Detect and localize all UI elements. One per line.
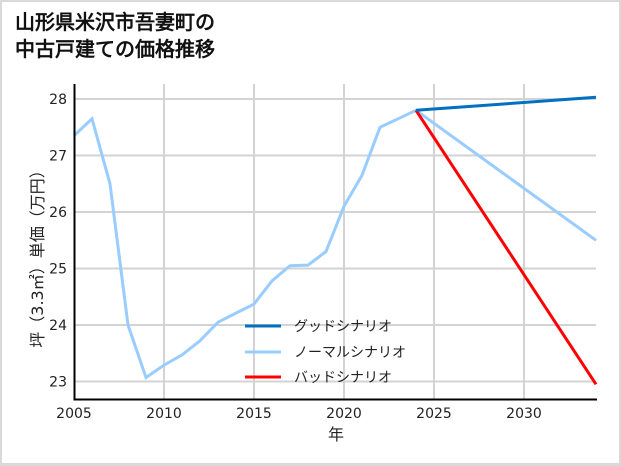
legend-label: グッドシナリオ bbox=[294, 319, 392, 335]
x-tick-label: 2005 bbox=[56, 406, 92, 422]
x-tick-labels: 2005 2010 2015 2020 2025 2030 bbox=[56, 406, 542, 422]
series-line-1 bbox=[72, 108, 597, 380]
y-tick-label: 26 bbox=[49, 205, 67, 221]
legend-label: バッドシナリオ bbox=[294, 370, 392, 386]
x-tick-label: 2010 bbox=[146, 406, 182, 422]
y-tick-label: 27 bbox=[49, 149, 67, 165]
axes bbox=[73, 84, 597, 401]
gridlines bbox=[74, 84, 596, 399]
legend-label: ノーマルシナリオ bbox=[294, 345, 406, 361]
chart-title-line-2: 中古戸建ての価格推移 bbox=[15, 37, 215, 61]
data-series bbox=[72, 95, 598, 386]
y-tick-labels: 23 24 25 26 27 28 bbox=[49, 92, 67, 391]
x-tick-label: 2020 bbox=[326, 406, 362, 422]
y-tick-label: 23 bbox=[49, 375, 67, 391]
series-line-2 bbox=[414, 109, 598, 386]
x-tick-label: 2025 bbox=[416, 406, 452, 422]
y-tick-label: 25 bbox=[49, 262, 67, 278]
series-line-0 bbox=[415, 95, 597, 112]
y-tick-label: 24 bbox=[49, 318, 67, 334]
x-tick-label: 2030 bbox=[506, 406, 542, 422]
chart-title-line-1: 山形県米沢市吾妻町の bbox=[15, 10, 215, 34]
y-tick-label: 28 bbox=[49, 92, 67, 108]
x-tick-label: 2015 bbox=[236, 406, 272, 422]
chart-title: 山形県米沢市吾妻町の 中古戸建ての価格推移 bbox=[15, 9, 215, 63]
x-axis-label: 年 bbox=[328, 425, 344, 444]
y-axis-label: 坪（3.3㎡）単価（万円） bbox=[28, 162, 47, 347]
